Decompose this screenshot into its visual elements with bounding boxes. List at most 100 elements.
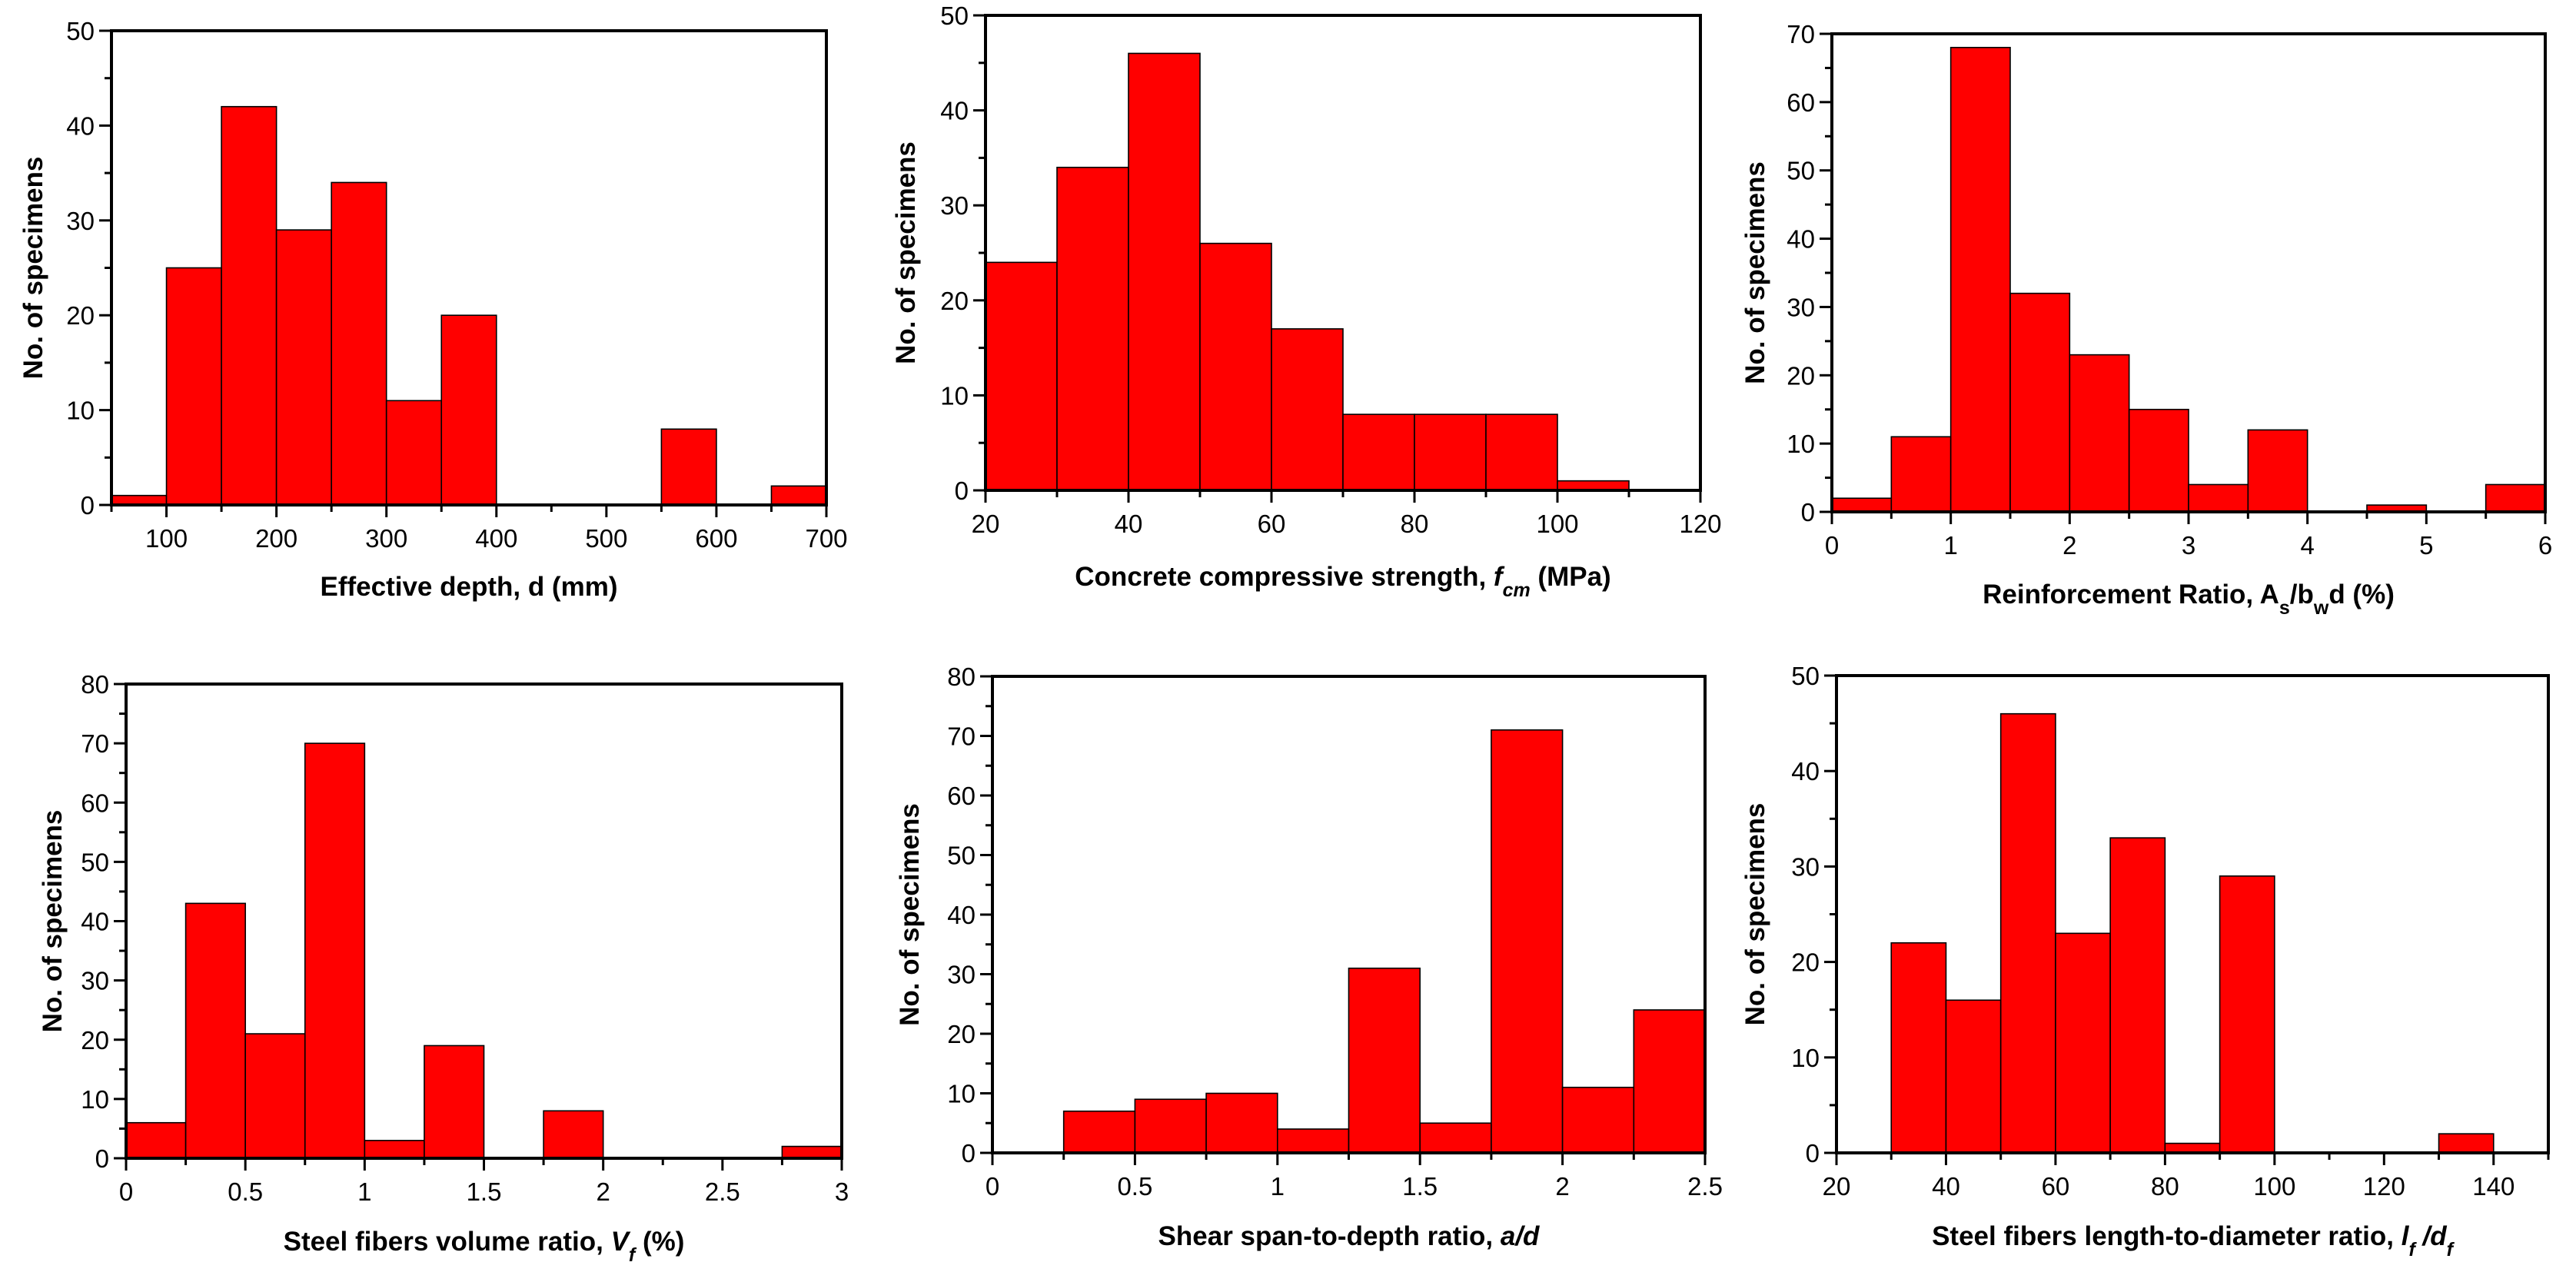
x-tick-label: 5	[2419, 531, 2433, 560]
histogram-bar	[543, 1110, 604, 1159]
y-axis-label: No. of specimens	[891, 141, 921, 364]
x-tick-label: 80	[2151, 1172, 2179, 1201]
histogram-bar	[125, 1121, 187, 1159]
histogram-bar	[2485, 483, 2546, 513]
histogram-bar	[1419, 1122, 1492, 1154]
histogram-bar	[2188, 483, 2249, 513]
y-axis-label: No. of specimens	[1740, 161, 1770, 384]
x-tick-label: 0	[119, 1177, 133, 1206]
y-tick-label: 40	[940, 97, 969, 125]
y-tick-label: 10	[81, 1085, 109, 1114]
y-tick-label: 0	[95, 1144, 109, 1173]
x-tick-label: 2	[596, 1177, 610, 1206]
histogram-bar	[331, 181, 387, 506]
x-tick-label: 700	[805, 524, 847, 553]
histogram-bar	[275, 229, 332, 506]
histogram-bar	[2247, 429, 2308, 513]
y-tick-label: 30	[1791, 852, 1820, 881]
histogram-bar	[1949, 46, 2011, 513]
x-tick-label: 3	[835, 1177, 849, 1206]
y-axis-label: No. of specimens	[38, 810, 68, 1033]
y-tick-label: 20	[947, 1020, 976, 1048]
y-tick-label: 0	[1806, 1139, 1820, 1167]
y-tick-label: 0	[962, 1139, 976, 1167]
x-tick-label: 20	[1823, 1172, 1851, 1201]
x-axis-label: Steel fibers volume ratio, Vf (%)	[284, 1227, 685, 1266]
x-tick-label: 6	[2538, 531, 2552, 560]
histogram-bar	[304, 742, 366, 1159]
x-tick-label: 400	[475, 524, 517, 553]
x-tick-label: 1.5	[467, 1177, 502, 1206]
y-tick-label: 30	[1787, 293, 1815, 321]
x-tick-label: 1	[357, 1177, 371, 1206]
y-tick-label: 50	[940, 2, 969, 30]
y-tick-label: 40	[1787, 225, 1815, 254]
x-axis-label: Shear span-to-depth ratio, a/d	[1158, 1221, 1541, 1251]
x-tick-label: 300	[365, 524, 407, 553]
x-tick-label: 120	[2363, 1172, 2405, 1201]
x-tick-label: 500	[585, 524, 627, 553]
histogram-bar	[440, 314, 497, 506]
y-tick-label: 30	[66, 207, 95, 235]
histogram-bar	[2438, 1133, 2495, 1154]
histogram-bar	[2219, 875, 2275, 1154]
y-tick-label: 10	[940, 381, 969, 410]
x-tick-label: 2.5	[1687, 1172, 1723, 1201]
y-tick-label: 40	[66, 111, 95, 140]
histogram-bar	[1199, 242, 1272, 491]
y-tick-label: 50	[947, 842, 976, 870]
histogram-bar	[221, 105, 278, 506]
x-tick-label: 1.5	[1402, 1172, 1438, 1201]
y-tick-label: 30	[947, 961, 976, 989]
y-axis-label: No. of specimens	[18, 157, 48, 380]
x-tick-label: 100	[145, 524, 188, 553]
y-tick-label: 80	[947, 663, 976, 691]
x-tick-label: 200	[255, 524, 297, 553]
histogram-bar	[1348, 967, 1421, 1154]
y-tick-label: 80	[81, 670, 109, 699]
histogram-bar	[660, 428, 717, 506]
y-tick-label: 50	[1787, 157, 1815, 185]
y-tick-label: 0	[1801, 498, 1815, 526]
histogram-bar	[1414, 413, 1487, 491]
histogram-bar	[2009, 292, 2071, 513]
x-tick-label: 1	[1271, 1172, 1285, 1201]
x-tick-label: 140	[2472, 1172, 2515, 1201]
histogram-bar	[2128, 408, 2189, 513]
y-tick-label: 0	[81, 491, 95, 520]
y-tick-label: 20	[940, 287, 969, 315]
y-tick-label: 20	[1787, 361, 1815, 390]
histogram-bar	[1831, 497, 1893, 513]
histogram-bar	[985, 261, 1058, 491]
y-tick-label: 60	[81, 789, 109, 817]
x-tick-label: 600	[695, 524, 737, 553]
histogram-bar	[244, 1033, 306, 1159]
y-tick-label: 50	[66, 17, 95, 45]
x-tick-label: 0.5	[228, 1177, 263, 1206]
histogram-bar	[781, 1145, 843, 1159]
histogram-bar	[1890, 942, 1947, 1154]
x-tick-label: 60	[1258, 510, 1286, 538]
y-tick-label: 70	[947, 722, 976, 751]
x-tick-label: 60	[2042, 1172, 2070, 1201]
y-tick-label: 60	[1787, 88, 1815, 117]
x-tick-label: 0	[986, 1172, 999, 1201]
x-tick-label: 100	[1536, 510, 1578, 538]
x-tick-label: 3	[2182, 531, 2195, 560]
histogram-bar	[1271, 328, 1344, 491]
y-axis-label: No. of specimens	[895, 803, 925, 1026]
histogram-bar	[1062, 1110, 1136, 1154]
histogram-bar	[1945, 999, 2002, 1154]
histogram-bar	[1491, 729, 1564, 1154]
y-tick-label: 20	[66, 301, 95, 330]
x-axis-label: Steel fibers length-to-diameter ratio, l…	[1932, 1221, 2455, 1260]
x-tick-label: 1	[1943, 531, 1957, 560]
y-tick-label: 70	[81, 729, 109, 758]
x-tick-label: 40	[1932, 1172, 1960, 1201]
histogram-bar	[1056, 166, 1129, 491]
x-tick-label: 2	[2062, 531, 2076, 560]
histogram-bar	[364, 1140, 425, 1159]
histogram-bar	[1999, 712, 2056, 1154]
